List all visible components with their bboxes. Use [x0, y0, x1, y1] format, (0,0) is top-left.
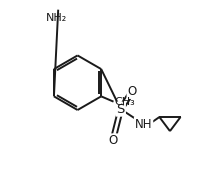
Text: NH: NH	[135, 118, 152, 131]
Text: CH₃: CH₃	[114, 97, 135, 107]
Text: O: O	[108, 134, 117, 147]
Text: S: S	[117, 103, 125, 116]
Text: O: O	[127, 85, 137, 98]
Text: NH₂: NH₂	[46, 14, 67, 23]
